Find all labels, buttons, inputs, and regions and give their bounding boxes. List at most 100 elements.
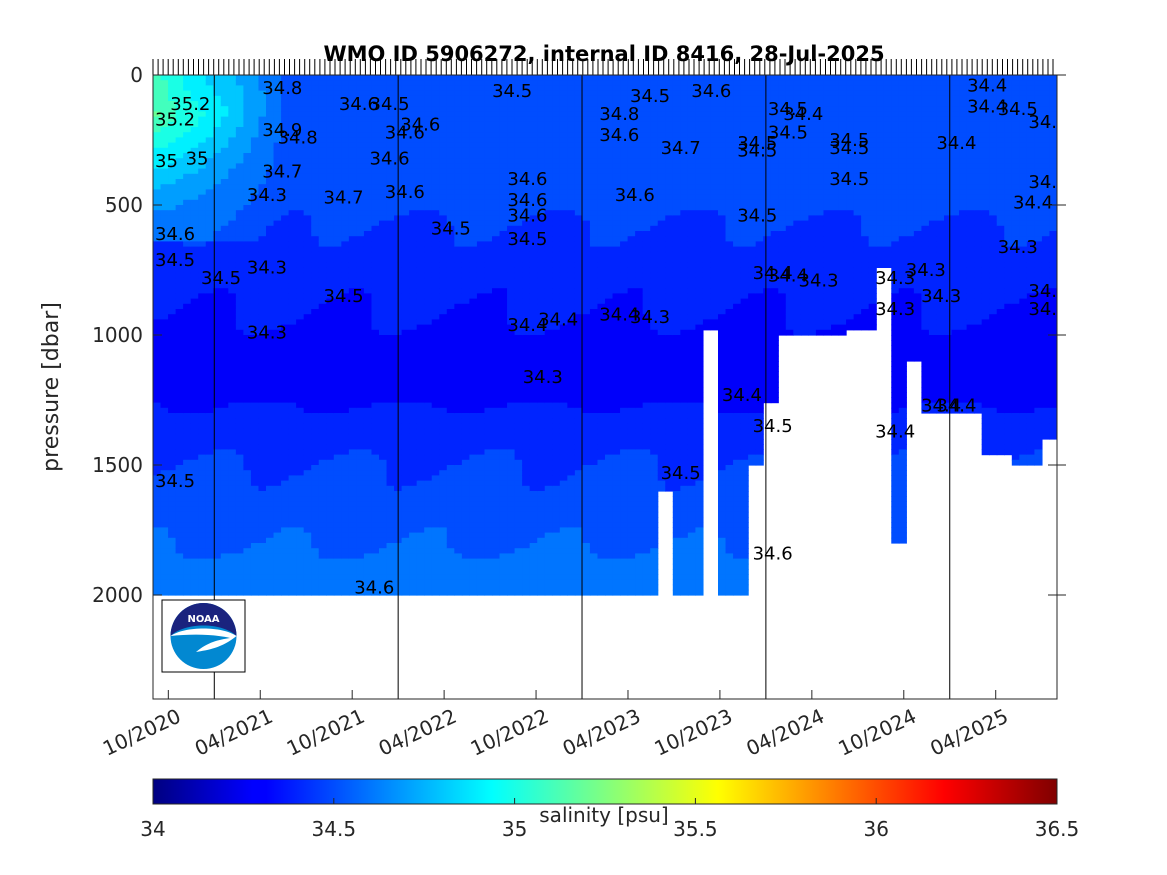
salinity-cell (499, 251, 508, 258)
salinity-cell (318, 589, 327, 596)
salinity-cell (168, 205, 177, 211)
salinity-cell (326, 569, 335, 575)
salinity-cell (356, 496, 365, 502)
salinity-cell (401, 106, 410, 112)
salinity-cell (446, 293, 455, 300)
salinity-cell (348, 543, 357, 549)
salinity-cell (454, 522, 463, 528)
salinity-cell (522, 189, 531, 196)
salinity-cell (273, 303, 282, 310)
salinity-cell (160, 293, 169, 300)
salinity-cell (190, 80, 199, 86)
salinity-cell (356, 589, 365, 596)
salinity-cell (288, 506, 297, 513)
salinity-cell (401, 532, 410, 539)
salinity-cell (250, 267, 260, 274)
salinity-cell (160, 251, 169, 258)
salinity-cell (183, 574, 192, 580)
salinity-cell (198, 381, 207, 388)
salinity-cell (454, 553, 463, 560)
salinity-cell (454, 251, 463, 258)
salinity-cell (371, 522, 380, 528)
salinity-cell (160, 121, 169, 128)
salinity-cell (296, 246, 305, 253)
salinity-cell (446, 439, 455, 445)
salinity-cell (476, 553, 486, 560)
salinity-cell (220, 329, 229, 336)
salinity-cell (379, 491, 388, 497)
salinity-cell (303, 522, 312, 528)
salinity-cell (243, 392, 252, 398)
salinity-cell (235, 225, 244, 232)
salinity-cell (281, 454, 290, 461)
salinity-cell (446, 95, 455, 102)
salinity-cell (228, 376, 237, 383)
salinity-cell (168, 236, 177, 242)
salinity-cell (461, 251, 470, 258)
salinity-cell (416, 184, 425, 190)
salinity-cell (469, 397, 478, 404)
salinity-cell (243, 548, 252, 554)
salinity-cell (439, 501, 448, 508)
salinity-cell (348, 574, 357, 580)
salinity-cell (499, 293, 508, 300)
salinity-cell (228, 298, 237, 305)
salinity-cell (198, 189, 207, 196)
salinity-cell (409, 350, 418, 357)
salinity-cell (250, 491, 260, 497)
salinity-cell (303, 366, 312, 372)
salinity-cell (424, 262, 433, 268)
salinity-cell (333, 231, 342, 237)
salinity-cell (273, 522, 282, 528)
salinity-cell (311, 465, 320, 471)
salinity-cell (476, 470, 486, 476)
salinity-cell (183, 210, 192, 216)
salinity-cell (416, 418, 425, 424)
salinity-cell (439, 184, 448, 190)
salinity-cell (318, 511, 327, 518)
salinity-cell (333, 563, 342, 570)
salinity-cell (228, 314, 237, 320)
salinity-cell (311, 283, 320, 289)
salinity-cell (205, 371, 214, 378)
salinity-cell (228, 205, 237, 211)
salinity-cell (401, 189, 410, 196)
salinity-cell (356, 371, 365, 378)
salinity-cell (514, 309, 523, 315)
salinity-cell (213, 366, 222, 372)
salinity-cell (288, 277, 297, 284)
salinity-cell (424, 485, 433, 492)
salinity-cell (243, 147, 252, 154)
salinity-cell (213, 423, 222, 430)
salinity-cell (318, 189, 327, 196)
salinity-cell (476, 95, 486, 102)
salinity-cell (386, 402, 395, 409)
salinity-cell (476, 116, 486, 123)
salinity-cell (288, 158, 297, 164)
salinity-cell (356, 340, 365, 346)
salinity-cell (235, 80, 244, 86)
salinity-cell (416, 116, 425, 123)
salinity-cell (326, 80, 335, 86)
salinity-cell (424, 189, 433, 196)
salinity-cell (507, 511, 516, 518)
salinity-cell (296, 236, 305, 242)
salinity-cell (205, 537, 214, 544)
salinity-cell (311, 361, 320, 367)
salinity-cell (205, 309, 214, 315)
salinity-cell (273, 262, 282, 268)
salinity-cell (333, 574, 342, 580)
salinity-cell (333, 387, 342, 393)
salinity-cell (183, 579, 192, 586)
salinity-cell (288, 225, 297, 232)
salinity-cell (416, 75, 425, 81)
salinity-cell (446, 173, 455, 180)
salinity-cell (303, 137, 312, 144)
salinity-cell (175, 199, 184, 206)
salinity-cell (183, 433, 192, 440)
salinity-cell (288, 116, 297, 123)
salinity-cell (205, 553, 214, 560)
salinity-cell (507, 418, 516, 424)
salinity-cell (424, 215, 433, 222)
salinity-cell (333, 335, 342, 341)
